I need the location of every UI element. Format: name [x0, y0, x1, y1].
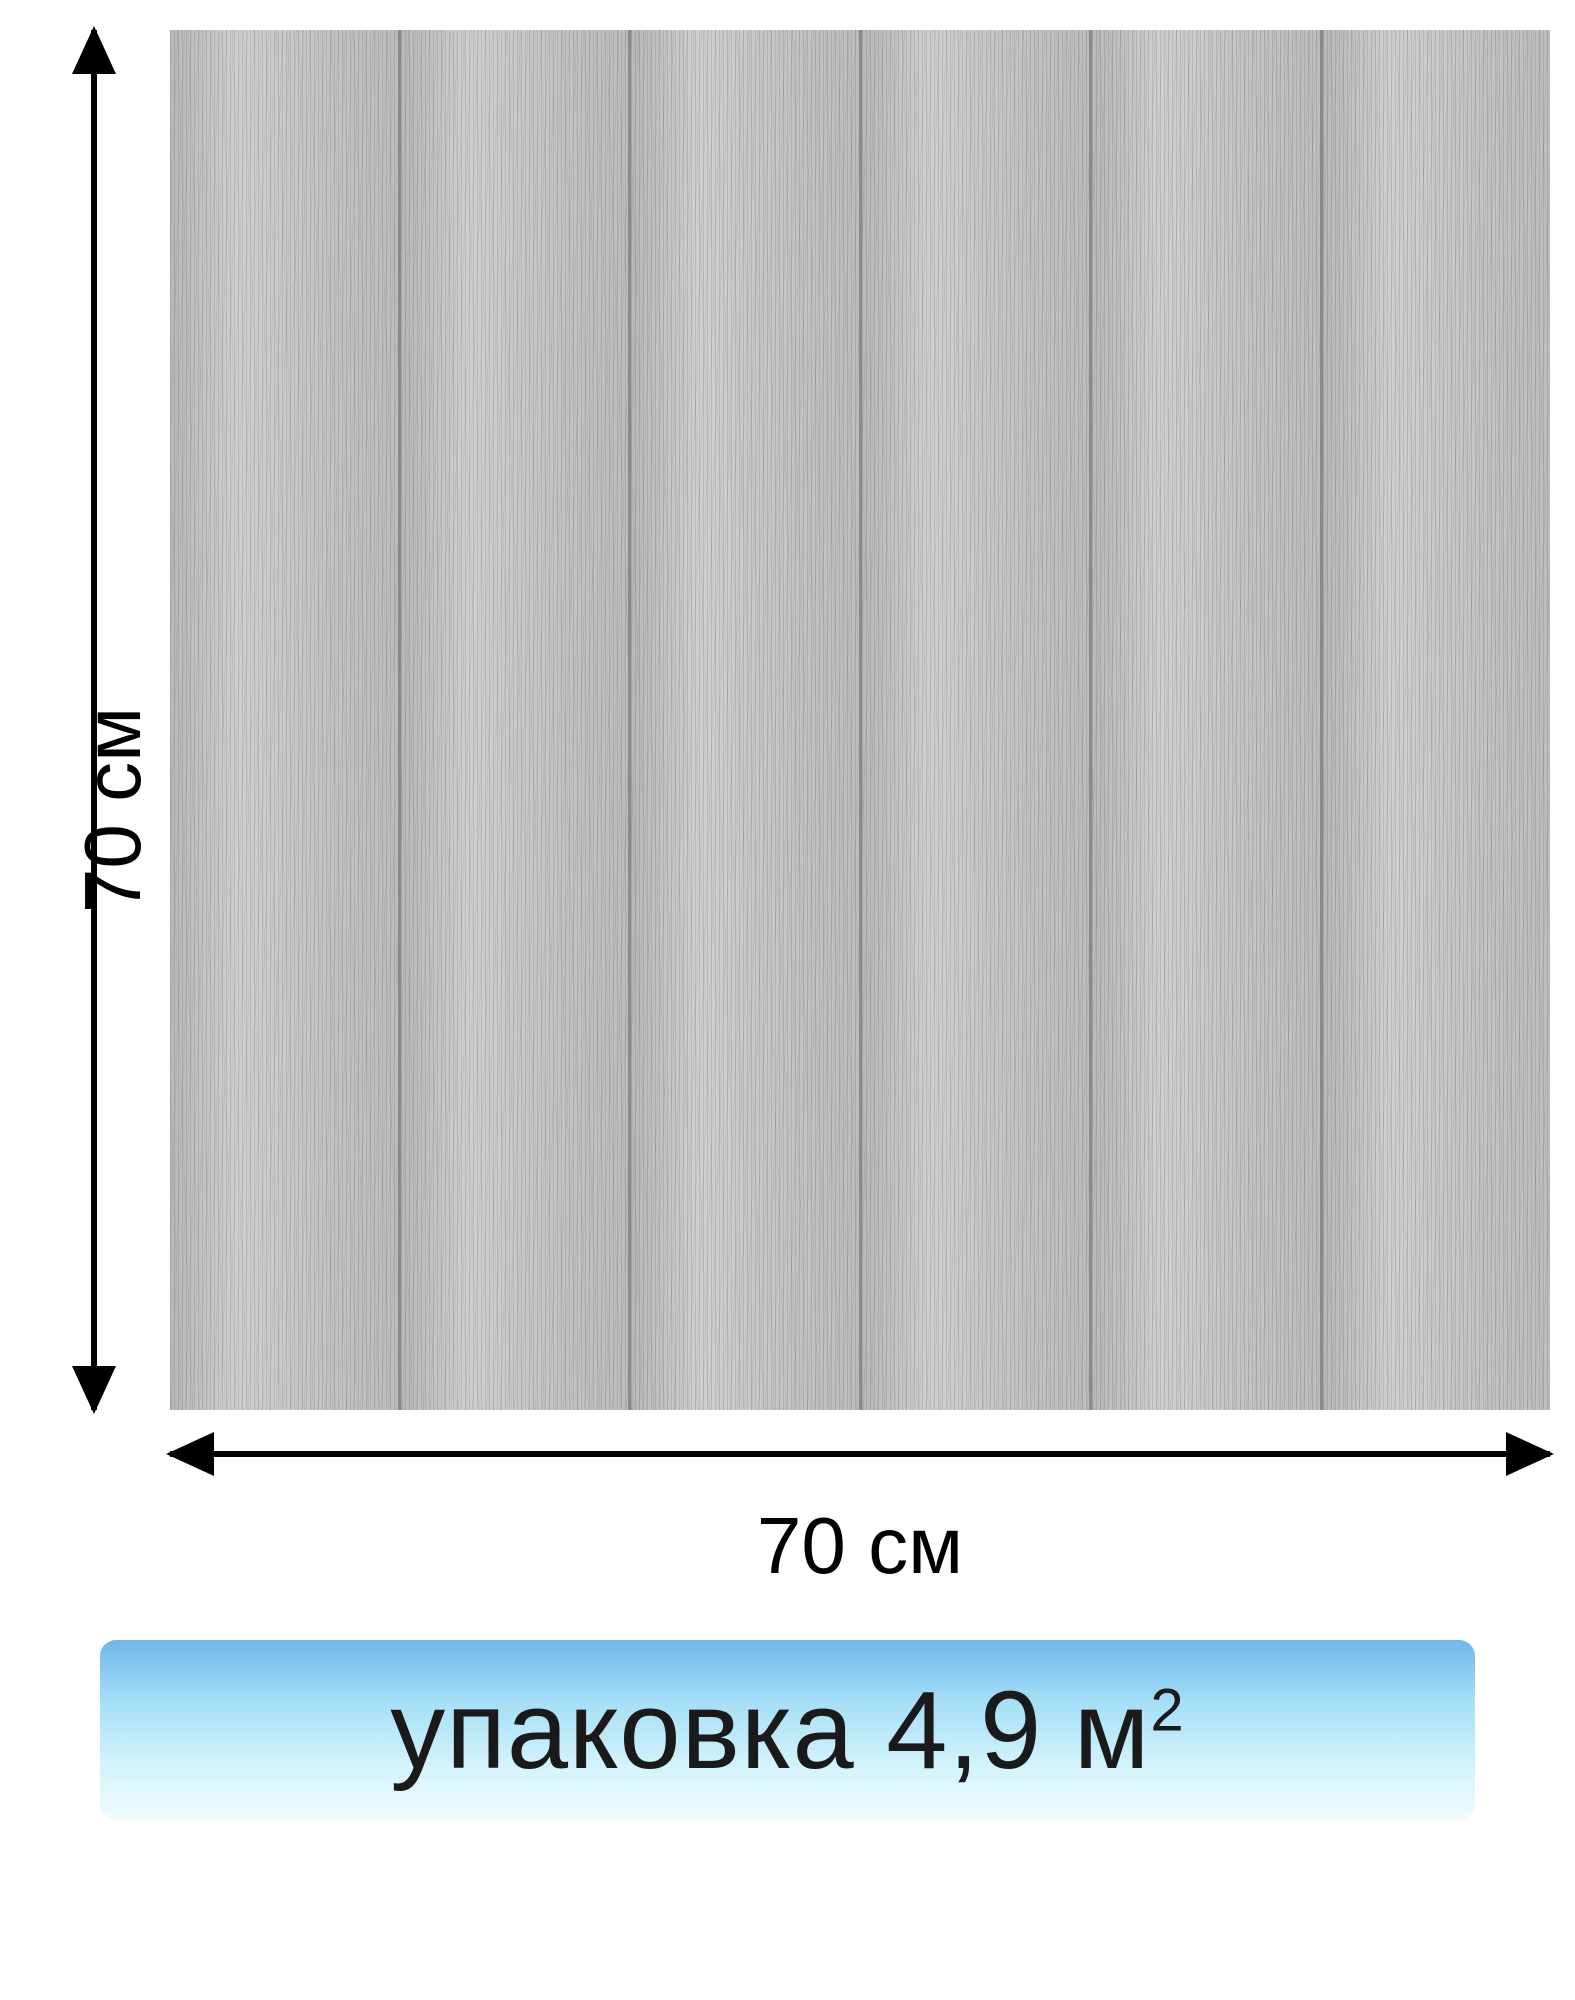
arrowhead-up-icon [72, 26, 116, 74]
arrowhead-right-icon [1506, 1432, 1554, 1476]
badge-unit-exponent: 2 [1150, 1676, 1184, 1743]
product-panel [170, 30, 1550, 1410]
package-area-badge: упаковка 4,9 м2 [100, 1640, 1475, 1820]
badge-value: 4,9 [886, 1669, 1042, 1792]
height-label: 70 см [67, 707, 159, 913]
wood-plank [1092, 30, 1323, 1410]
width-arrow-line [170, 1451, 1550, 1457]
wood-plank [170, 30, 401, 1410]
wood-plank [401, 30, 632, 1410]
wood-plank [631, 30, 862, 1410]
badge-prefix: упаковка [390, 1669, 886, 1792]
arrowhead-down-icon [72, 1366, 116, 1414]
dimension-diagram: 70 см 70 см [30, 30, 1545, 1590]
wood-plank [862, 30, 1093, 1410]
package-area-text: упаковка 4,9 м2 [390, 1667, 1184, 1794]
width-arrow [170, 1450, 1550, 1458]
wood-plank [1323, 30, 1551, 1410]
arrowhead-left-icon [166, 1432, 214, 1476]
width-label: 70 см [170, 1500, 1550, 1592]
badge-unit-base: м [1042, 1669, 1150, 1792]
